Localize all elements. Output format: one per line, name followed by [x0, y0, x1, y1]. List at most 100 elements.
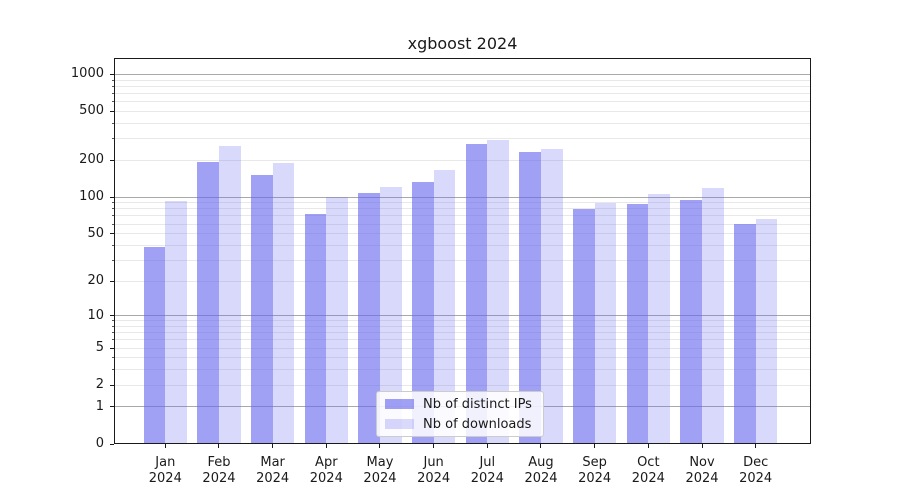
- x-tick-mark: [594, 444, 596, 448]
- minor-gridline: [114, 101, 811, 103]
- x-tick-mark: [272, 444, 274, 448]
- minor-gridline: [114, 369, 811, 371]
- y-minor-tick-mark: [112, 138, 114, 140]
- y-minor-tick-mark: [112, 122, 114, 124]
- y-tick-mark: [110, 110, 114, 112]
- bar-downloads: [272, 162, 295, 443]
- x-tick-month: Sep: [582, 455, 607, 470]
- bar-downloads: [326, 197, 348, 443]
- y-tick-label: 2: [95, 377, 104, 393]
- bar-downloads: [433, 169, 456, 443]
- x-tick-mark: [647, 444, 649, 448]
- minor-gridline: [114, 325, 811, 327]
- minor-gridline: [114, 138, 811, 140]
- minor-gridline: [114, 202, 811, 204]
- x-tick-label: Nov 2024: [672, 455, 732, 487]
- x-tick-month: Dec: [743, 455, 769, 470]
- y-minor-tick-mark: [112, 223, 114, 225]
- bar-downloads: [379, 186, 402, 443]
- y-minor-tick-mark: [112, 244, 114, 246]
- minor-gridline: [114, 79, 811, 81]
- y-tick-label: 100: [79, 189, 104, 205]
- x-tick-month: Jul: [479, 455, 496, 470]
- bar-downloads: [594, 203, 617, 443]
- minor-gridline: [114, 233, 811, 235]
- x-tick-year: 2024: [202, 471, 236, 486]
- legend: Nb of distinct IPs Nb of downloads: [376, 391, 544, 437]
- y-tick-label: 500: [79, 103, 104, 119]
- y-tick-mark: [110, 280, 114, 282]
- minor-gridline: [114, 208, 811, 210]
- x-tick-mark: [433, 444, 435, 448]
- bar-distinct-ips: [734, 224, 756, 443]
- y-tick-mark: [110, 233, 114, 235]
- y-tick-label: 20: [87, 273, 104, 289]
- minor-gridline: [114, 332, 811, 334]
- y-minor-tick-mark: [112, 320, 114, 322]
- x-tick-label: May 2024: [350, 455, 410, 487]
- minor-gridline: [114, 339, 811, 341]
- bar-downloads: [165, 200, 187, 443]
- y-tick-label: 1: [95, 398, 104, 414]
- bar-distinct-ips: [573, 208, 595, 443]
- legend-item-downloads: Nb of downloads: [385, 416, 535, 433]
- bar-distinct-ips: [251, 174, 273, 443]
- y-tick-label: 50: [87, 225, 104, 241]
- y-tick-label: 10: [87, 307, 104, 323]
- chart-title: xgboost 2024: [407, 34, 518, 53]
- x-tick-month: Oct: [637, 455, 660, 470]
- x-tick-year: 2024: [148, 471, 182, 486]
- x-tick-year: 2024: [739, 471, 773, 486]
- minor-gridline: [114, 280, 811, 282]
- bar-distinct-ips: [465, 143, 488, 443]
- y-minor-tick-mark: [112, 101, 114, 103]
- bar-distinct-ips: [358, 192, 380, 443]
- minor-gridline: [114, 159, 811, 161]
- minor-gridline: [114, 85, 811, 87]
- y-minor-tick-mark: [112, 208, 114, 210]
- x-tick-year: 2024: [363, 471, 397, 486]
- x-tick-label: Jul 2024: [457, 455, 517, 487]
- legend-item-distinct-ips: Nb of distinct IPs: [385, 396, 535, 413]
- minor-gridline: [114, 223, 811, 225]
- legend-label-downloads: Nb of downloads: [423, 416, 532, 432]
- x-tick-mark: [218, 444, 220, 448]
- x-tick-year: 2024: [470, 471, 504, 486]
- x-tick-label: Sep 2024: [565, 455, 625, 487]
- minor-gridline: [114, 215, 811, 217]
- x-tick-label: Aug 2024: [511, 455, 571, 487]
- x-tick-month: Feb: [207, 455, 231, 470]
- minor-gridline: [114, 244, 811, 246]
- y-tick-label: 5: [95, 340, 104, 356]
- bar-distinct-ips: [412, 182, 434, 443]
- bar-downloads: [540, 149, 563, 443]
- x-tick-year: 2024: [631, 471, 665, 486]
- y-tick-label: 1000: [70, 66, 104, 82]
- x-tick-mark: [325, 444, 327, 448]
- y-minor-tick-mark: [112, 339, 114, 341]
- x-tick-label: Jan 2024: [135, 455, 195, 487]
- x-tick-label: Jun 2024: [404, 455, 464, 487]
- bar-distinct-ips: [626, 203, 649, 443]
- y-tick-mark: [110, 159, 114, 161]
- minor-gridline: [114, 122, 811, 124]
- x-tick-year: 2024: [256, 471, 290, 486]
- major-gridline: [114, 73, 811, 75]
- minor-gridline: [114, 259, 811, 261]
- minor-gridline: [114, 92, 811, 94]
- y-tick-label: 200: [79, 152, 104, 168]
- y-minor-tick-mark: [112, 369, 114, 371]
- y-minor-tick-mark: [112, 332, 114, 334]
- y-minor-tick-mark: [112, 259, 114, 261]
- x-tick-month: Jan: [155, 455, 176, 470]
- minor-gridline: [114, 110, 811, 112]
- bar-downloads: [755, 219, 778, 443]
- y-minor-tick-mark: [112, 79, 114, 81]
- x-tick-month: Nov: [689, 455, 715, 470]
- bar-distinct-ips: [680, 200, 702, 443]
- major-gridline: [114, 196, 811, 198]
- y-tick-mark: [110, 347, 114, 349]
- y-tick-mark: [110, 443, 114, 445]
- x-tick-month: Jun: [423, 455, 444, 470]
